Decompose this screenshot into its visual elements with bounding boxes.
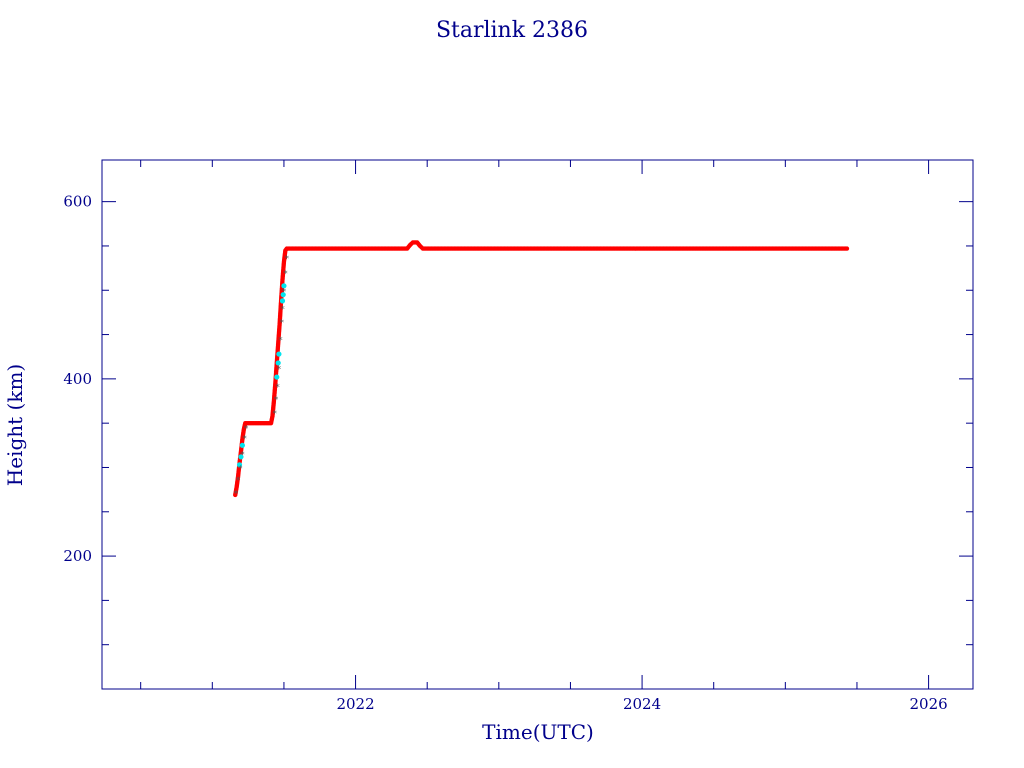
data-point-star: * — [272, 410, 277, 420]
data-point — [239, 442, 245, 448]
y-tick-label: 400 — [63, 370, 92, 388]
data-point-star: * — [283, 270, 288, 280]
data-point — [238, 454, 244, 460]
series-0 — [233, 240, 850, 498]
data-point-star: * — [282, 287, 287, 297]
series-1 — [236, 283, 287, 468]
data-point-star: * — [277, 365, 282, 375]
data-point — [276, 351, 282, 357]
data-point-star: * — [275, 383, 280, 393]
data-point — [281, 283, 287, 289]
x-tick-label: 2022 — [336, 695, 374, 713]
chart-title: Starlink 2386 — [436, 18, 588, 43]
data-point-star: * — [274, 395, 279, 405]
plot-frame — [101, 159, 974, 690]
y-axis-label: Height (km) — [3, 364, 27, 486]
data-point — [279, 298, 286, 304]
data-point — [280, 292, 286, 298]
axis-ticks: 2022 2024 2026 200 400 600 — [63, 160, 973, 713]
data-point-star: * — [244, 425, 249, 435]
data-series: **************** — [233, 240, 850, 499]
x-tick-label: 2024 — [623, 695, 661, 713]
series-2: **************** — [234, 254, 290, 499]
y-tick-label: 200 — [63, 547, 92, 565]
y-tick-label: 600 — [63, 193, 92, 211]
data-point-star: * — [280, 305, 285, 315]
data-point-star: * — [240, 450, 245, 460]
data-point — [236, 462, 243, 468]
x-tick-label: 2026 — [909, 695, 947, 713]
data-point-star: * — [285, 254, 290, 264]
data-point-star: * — [242, 434, 247, 444]
data-point — [275, 360, 281, 366]
data-point — [844, 246, 850, 251]
data-point-star: * — [234, 489, 239, 499]
data-point — [274, 374, 280, 380]
data-point-star: * — [278, 336, 283, 346]
x-axis-label: Time(UTC) — [482, 720, 594, 744]
data-point-star: * — [236, 476, 241, 486]
data-point-star: * — [280, 318, 285, 328]
data-point-star: * — [238, 464, 243, 474]
